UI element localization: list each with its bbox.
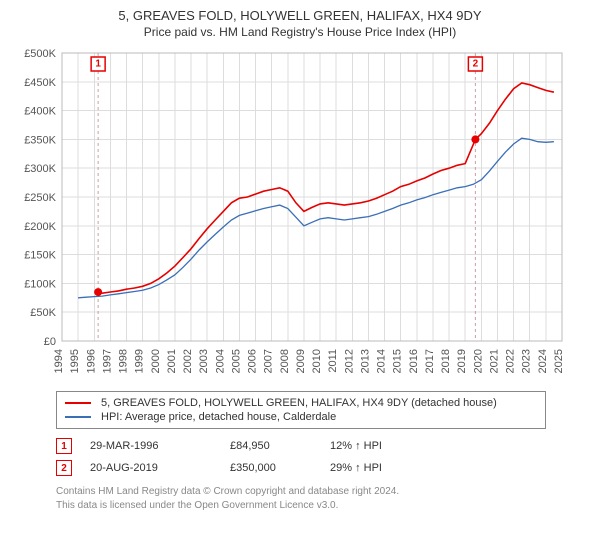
sale-dot: [471, 135, 479, 143]
y-tick-label: £350K: [24, 134, 56, 146]
chart-title: 5, GREAVES FOLD, HOLYWELL GREEN, HALIFAX…: [12, 8, 588, 23]
sales-table: 1 29-MAR-1996£84,95012% ↑ HPI 2 20-AUG-2019…: [56, 435, 546, 479]
x-tick-label: 1995: [69, 349, 81, 373]
sale-diff: 29% ↑ HPI: [330, 462, 546, 474]
sale-marker-number: 2: [473, 59, 479, 70]
x-tick-label: 2005: [230, 349, 242, 373]
x-tick-label: 1994: [53, 349, 65, 373]
attribution-line: This data is licensed under the Open Gov…: [56, 499, 546, 513]
chart-container: 5, GREAVES FOLD, HOLYWELL GREEN, HALIFAX…: [0, 0, 600, 520]
x-tick-label: 2007: [263, 349, 275, 373]
sale-marker-number: 1: [95, 59, 101, 70]
x-tick-label: 2002: [182, 349, 194, 373]
x-tick-label: 2020: [472, 349, 484, 373]
x-tick-label: 2001: [166, 349, 178, 373]
x-tick-label: 2009: [295, 349, 307, 373]
attribution: Contains HM Land Registry data © Crown c…: [56, 485, 546, 512]
y-tick-label: £100K: [24, 278, 56, 290]
x-tick-label: 2022: [505, 349, 517, 373]
y-tick-label: £200K: [24, 221, 56, 233]
y-tick-label: £0: [44, 336, 56, 348]
x-tick-label: 2025: [553, 349, 565, 373]
x-tick-label: 2016: [408, 349, 420, 373]
legend-item: HPI: Average price, detached house, Cald…: [65, 410, 537, 424]
sale-marker-icon: 2: [56, 460, 72, 476]
sale-row: 2 20-AUG-2019£350,00029% ↑ HPI: [56, 457, 546, 479]
legend: 5, GREAVES FOLD, HOLYWELL GREEN, HALIFAX…: [56, 391, 546, 429]
x-tick-label: 2011: [327, 349, 339, 373]
x-tick-label: 2008: [279, 349, 291, 373]
legend-label: 5, GREAVES FOLD, HOLYWELL GREEN, HALIFAX…: [101, 397, 497, 409]
legend-item: 5, GREAVES FOLD, HOLYWELL GREEN, HALIFAX…: [65, 396, 537, 410]
x-tick-label: 2024: [537, 349, 549, 373]
x-tick-label: 1997: [101, 349, 113, 373]
y-tick-label: £500K: [24, 48, 56, 60]
y-tick-label: £450K: [24, 77, 56, 89]
y-tick-label: £300K: [24, 163, 56, 175]
x-tick-label: 2019: [456, 349, 468, 373]
x-tick-label: 2010: [311, 349, 323, 373]
y-tick-label: £50K: [30, 307, 56, 319]
legend-swatch: [65, 402, 91, 404]
attribution-line: Contains HM Land Registry data © Crown c…: [56, 485, 546, 499]
sale-date: 29-MAR-1996: [90, 440, 230, 452]
y-tick-label: £250K: [24, 192, 56, 204]
sale-row: 1 29-MAR-1996£84,95012% ↑ HPI: [56, 435, 546, 457]
sale-date: 20-AUG-2019: [90, 462, 230, 474]
x-tick-label: 1996: [85, 349, 97, 373]
y-tick-label: £400K: [24, 106, 56, 118]
x-tick-label: 1998: [118, 349, 130, 373]
sale-diff: 12% ↑ HPI: [330, 440, 546, 452]
x-tick-label: 1999: [134, 349, 146, 373]
chart-subtitle: Price paid vs. HM Land Registry's House …: [12, 25, 588, 39]
x-tick-label: 2003: [198, 349, 210, 373]
chart-plot: £0 £50K £100K £150K £200K £250K £300K £350K £400…: [12, 45, 588, 385]
x-tick-label: 2012: [343, 349, 355, 373]
legend-swatch: [65, 416, 91, 418]
x-tick-label: 2000: [150, 349, 162, 373]
x-tick-label: 2006: [247, 349, 259, 373]
chart-svg: £0 £50K £100K £150K £200K £250K £300K £350K £400…: [12, 45, 572, 385]
x-tick-label: 2021: [488, 349, 500, 373]
x-tick-label: 2017: [424, 349, 436, 373]
y-tick-label: £150K: [24, 250, 56, 262]
x-tick-label: 2004: [214, 349, 226, 373]
sale-price: £350,000: [230, 462, 330, 474]
sale-dot: [94, 288, 102, 296]
x-tick-label: 2014: [376, 349, 388, 373]
x-tick-label: 2013: [359, 349, 371, 373]
sale-marker-icon: 1: [56, 438, 72, 454]
sale-price: £84,950: [230, 440, 330, 452]
x-tick-label: 2015: [392, 349, 404, 373]
x-tick-label: 2023: [521, 349, 533, 373]
x-tick-label: 2018: [440, 349, 452, 373]
legend-label: HPI: Average price, detached house, Cald…: [101, 411, 336, 423]
